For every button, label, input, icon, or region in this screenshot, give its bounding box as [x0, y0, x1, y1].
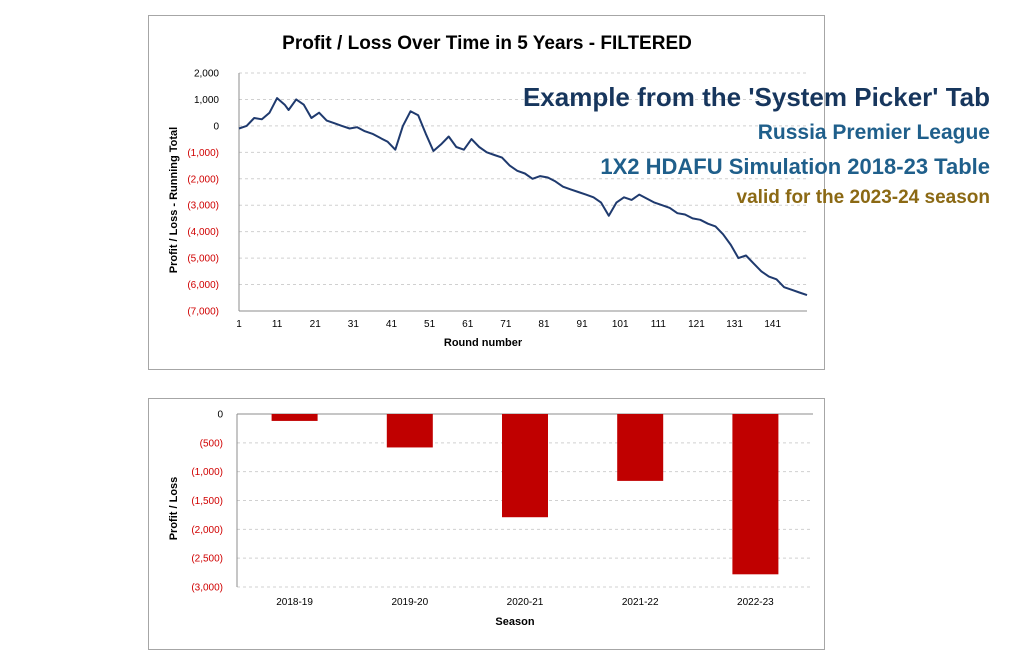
bar-chart-x-tick-label: 2022-23 — [737, 597, 774, 608]
profit-loss-line — [238, 97, 808, 297]
line-chart-x-tick-label: 1 — [236, 319, 242, 330]
overlay-league: Russia Premier League — [757, 121, 990, 144]
line-chart-title: Profit / Loss Over Time in 5 Years - FIL… — [282, 33, 692, 54]
bar-chart-y-tick-label: (2,000) — [191, 525, 223, 536]
line-chart-y-tick-label: (1,000) — [187, 148, 219, 159]
line-chart-y-tick-label: 0 — [213, 121, 219, 132]
bar-chart-y-axis-label: Profit / Loss — [168, 477, 180, 541]
bar-chart-y-tick-label: (500) — [200, 438, 223, 449]
bar-chart-x-tick-label: 2019-20 — [391, 597, 428, 608]
season-bar-2019-20 — [386, 414, 433, 448]
bar-chart: 0 (500) (1,000) (1,500) (2,000) (2,500) (3,000… — [168, 410, 813, 628]
line-chart-y-tick-label: (7,000) — [187, 307, 219, 318]
bar-chart-y-tick-label: (1,000) — [191, 467, 223, 478]
line-chart-x-tick-label: 61 — [462, 319, 474, 330]
season-bar-2022-23 — [732, 414, 779, 575]
season-bar-2021-22 — [617, 414, 664, 481]
bar-chart-x-axis-label: Season — [495, 616, 534, 628]
line-chart-y-tick-label: 2,000 — [194, 69, 219, 80]
line-chart-x-tick-label: 131 — [726, 319, 743, 330]
line-chart: Profit / Loss Over Time in 5 Years - FIL… — [168, 33, 808, 349]
line-chart-x-tick-label: 101 — [612, 319, 629, 330]
overlay-heading: Example from the 'System Picker' Tab — [522, 82, 990, 112]
line-chart-x-tick-label: 21 — [310, 319, 322, 330]
line-chart-x-tick-label: 141 — [764, 319, 781, 330]
line-chart-x-tick-label: 11 — [272, 319, 283, 330]
season-bar-2020-21 — [502, 414, 548, 518]
line-chart-x-tick-label: 41 — [386, 319, 398, 330]
line-chart-x-tick-label: 111 — [651, 319, 667, 330]
line-chart-y-tick-label: (2,000) — [187, 174, 219, 185]
bar-chart-x-tick-label: 2018-19 — [276, 597, 313, 608]
line-chart-x-tick-label: 91 — [577, 319, 589, 330]
line-chart-y-tick-label: (5,000) — [187, 254, 219, 265]
season-bar-2018-19 — [271, 414, 318, 421]
bar-chart-x-tick-label: 2021-22 — [622, 597, 659, 608]
line-chart-y-tick-label: (4,000) — [187, 227, 219, 238]
line-chart-y-tick-label: 1,000 — [194, 95, 219, 106]
overlay-table: 1X2 HDAFU Simulation 2018-23 Table — [600, 154, 990, 179]
overlay-valid: valid for the 2023-24 season — [736, 187, 990, 208]
line-chart-x-tick-label: 31 — [348, 319, 360, 330]
line-chart-y-axis-label: Profit / Loss - Running Total — [168, 127, 180, 273]
line-chart-x-tick-label: 81 — [538, 319, 550, 330]
bar-chart-y-tick-label: 0 — [217, 410, 223, 421]
bar-chart-y-tick-label: (2,500) — [191, 554, 223, 565]
line-chart-y-tick-label: (3,000) — [187, 201, 219, 212]
bar-chart-y-tick-label: (3,000) — [191, 583, 223, 594]
line-chart-panel: Profit / Loss Over Time in 5 Years - FIL… — [148, 15, 825, 370]
line-chart-x-tick-label: 71 — [500, 319, 512, 330]
bar-chart-x-tick-label: 2020-21 — [507, 597, 544, 608]
line-chart-x-axis-label: Round number — [444, 337, 523, 349]
line-chart-x-tick-label: 51 — [424, 319, 436, 330]
bar-chart-panel: 0 (500) (1,000) (1,500) (2,000) (2,500) (3,000… — [148, 398, 825, 650]
line-chart-x-tick-label: 121 — [688, 319, 705, 330]
line-chart-y-tick-label: (6,000) — [187, 280, 219, 291]
bar-chart-y-tick-label: (1,500) — [191, 496, 223, 507]
